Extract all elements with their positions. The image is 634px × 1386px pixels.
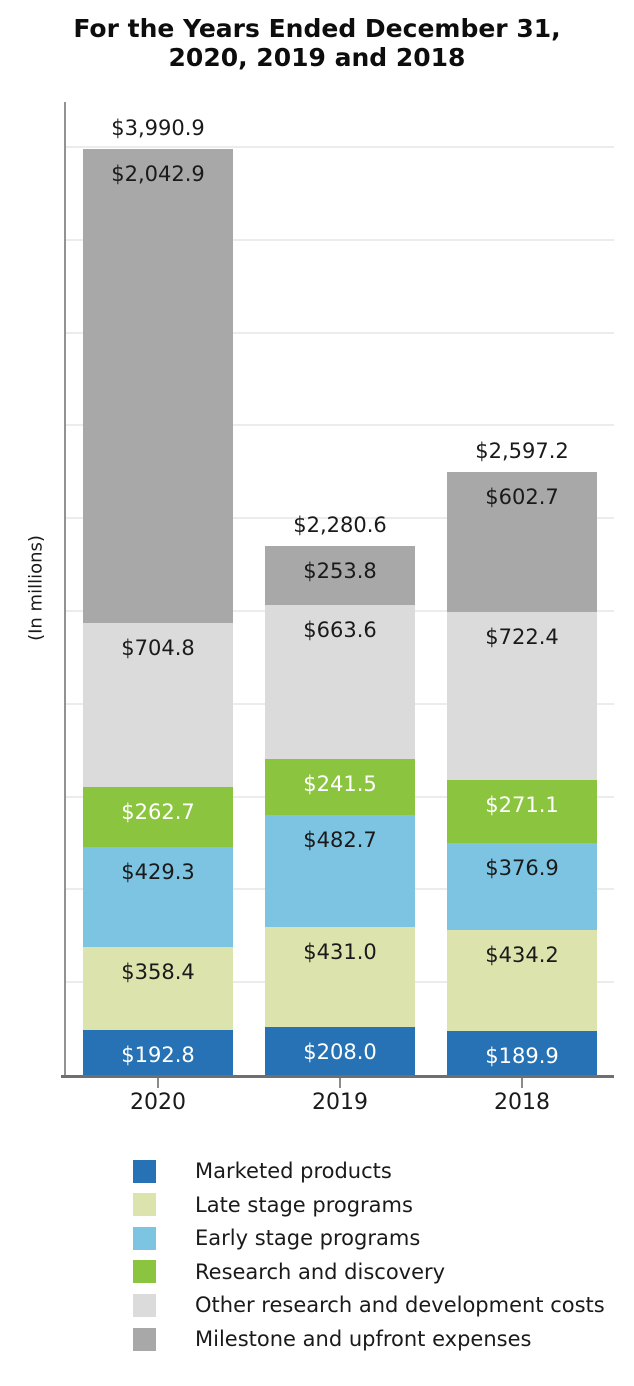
bar-value-label: $722.4 [485, 625, 559, 650]
x-axis-category-label: 2018 [494, 1090, 550, 1115]
gridline [66, 424, 614, 427]
bar-total-label: $2,597.2 [475, 439, 569, 464]
bar-segment [447, 842, 597, 931]
bar-segment [265, 758, 415, 815]
legend-label: Other research and development costs [195, 1293, 605, 1318]
bar-segment [265, 604, 415, 759]
legend-swatch [133, 1293, 156, 1317]
bar-segment [447, 930, 597, 1031]
bar-segment [265, 814, 415, 927]
legend-label: Research and discovery [195, 1259, 446, 1284]
bar-segment [83, 149, 233, 623]
chart-title-line1: For the Years Ended December 31, [73, 14, 561, 43]
bar-segment [447, 612, 597, 780]
bar-value-label: $482.7 [303, 827, 377, 852]
bar-value-label: $704.8 [121, 636, 195, 660]
x-axis-category-label: 2019 [312, 1090, 368, 1115]
legend-swatch [133, 1327, 156, 1351]
legend-swatch [133, 1260, 156, 1284]
bar-value-label: $431.0 [303, 939, 377, 964]
bar-segment [447, 1030, 597, 1075]
legend-label: Early stage programs [195, 1226, 421, 1251]
bar-segment [83, 847, 233, 948]
gridline [66, 145, 614, 148]
bar-value-label: $358.4 [121, 960, 195, 985]
bar-value-label: $271.1 [485, 792, 559, 817]
bar-segment [83, 1030, 233, 1075]
chart-title-line2: 2020, 2019 and 2018 [168, 43, 466, 72]
y-axis-line [64, 102, 66, 1075]
bar-segment [83, 786, 233, 848]
bar-segment [83, 623, 233, 787]
gridline [66, 238, 614, 241]
bar-value-label: $376.9 [485, 855, 559, 880]
bar-segment [447, 472, 597, 613]
gridline [66, 331, 614, 334]
bar-total-label: $3,990.9 [111, 116, 205, 140]
x-axis-tick [339, 1078, 341, 1088]
x-axis-tick [521, 1078, 523, 1088]
bar-segment [265, 545, 415, 605]
bar-value-label: $262.7 [121, 799, 195, 824]
bar-value-label: $241.5 [303, 771, 377, 796]
legend-label: Milestone and upfront expenses [195, 1327, 532, 1351]
gridline [66, 517, 614, 520]
x-axis-category-label: 2020 [130, 1090, 186, 1115]
x-axis-line [61, 1075, 614, 1078]
bar-total-label: $2,280.6 [293, 512, 387, 537]
bar-segment [83, 947, 233, 1031]
bar-value-label: $189.9 [485, 1043, 559, 1068]
bar-value-label: $192.8 [121, 1043, 195, 1068]
bar-value-label: $208.0 [303, 1039, 377, 1064]
legend-label: Late stage programs [195, 1192, 413, 1217]
legend-label: Marketed products [195, 1159, 392, 1183]
bar-segment [447, 779, 597, 843]
bar-value-label: $663.6 [303, 617, 377, 642]
bar-value-label: $434.2 [485, 943, 559, 968]
bar-segment [265, 926, 415, 1027]
bar-value-label: $253.8 [303, 558, 377, 583]
bar-value-label: $602.7 [485, 485, 559, 510]
legend-swatch [133, 1193, 156, 1217]
chart-title: For the Years Ended December 31, 2020, 2… [0, 14, 634, 72]
bar-value-label: $429.3 [121, 860, 195, 885]
x-axis-tick [157, 1078, 159, 1088]
bar-value-label: $2,042.9 [111, 162, 205, 186]
legend-swatch [133, 1159, 156, 1183]
legend-swatch [133, 1226, 156, 1250]
bar-segment [265, 1026, 415, 1075]
